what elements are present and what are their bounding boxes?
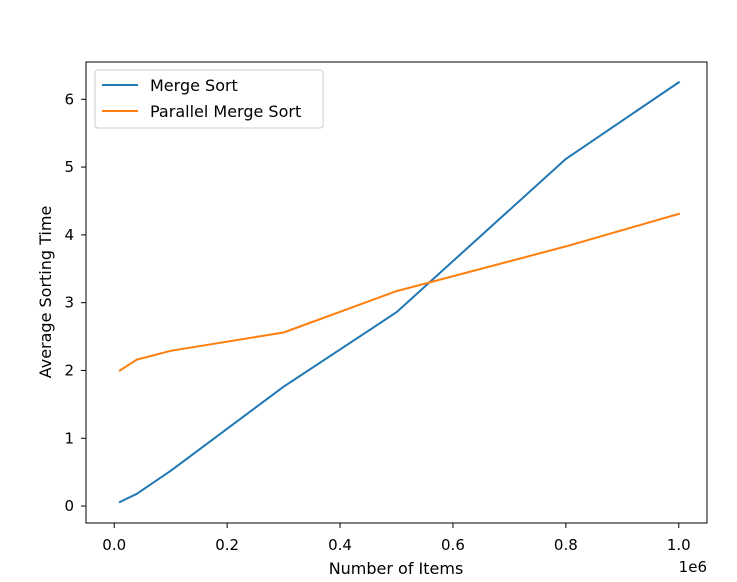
legend-entry: Parallel Merge Sort [150,102,301,121]
series-layer [118,80,681,504]
y-tick-label: 2 [64,361,74,379]
series-line-2 [118,212,681,372]
y-tick-label: 0 [64,497,74,515]
legend-entry: Merge Sort [150,76,238,95]
legend: Merge Sort Parallel Merge Sort [94,69,324,129]
series-line-1 [118,80,681,504]
x-tick-label: 0.2 [215,536,239,554]
plot-frame [85,61,708,524]
y-axis-label: Average Sorting Time [36,206,55,379]
y-tick-label: 3 [64,294,74,312]
x-offset-label: 1e6 [679,558,707,576]
x-axis-label: Number of Items [329,559,464,578]
x-ticks: 0.0 0.2 0.4 0.6 0.8 1.0 [102,523,691,554]
y-tick-label: 4 [64,226,74,244]
y-ticks: 0 1 2 3 4 5 6 [64,90,86,515]
x-tick-label: 0.8 [554,536,578,554]
plot-area [86,62,707,523]
legend-items: Merge Sort Parallel Merge Sort [102,76,301,121]
x-tick-label: 0.6 [441,536,465,554]
x-tick-label: 0.0 [102,536,126,554]
legend-box [94,69,324,129]
y-tick-label: 6 [64,90,74,108]
x-tick-label: 1.0 [667,536,691,554]
y-tick-label: 1 [64,429,74,447]
y-tick-label: 5 [64,158,74,176]
x-tick-label: 0.4 [328,536,352,554]
